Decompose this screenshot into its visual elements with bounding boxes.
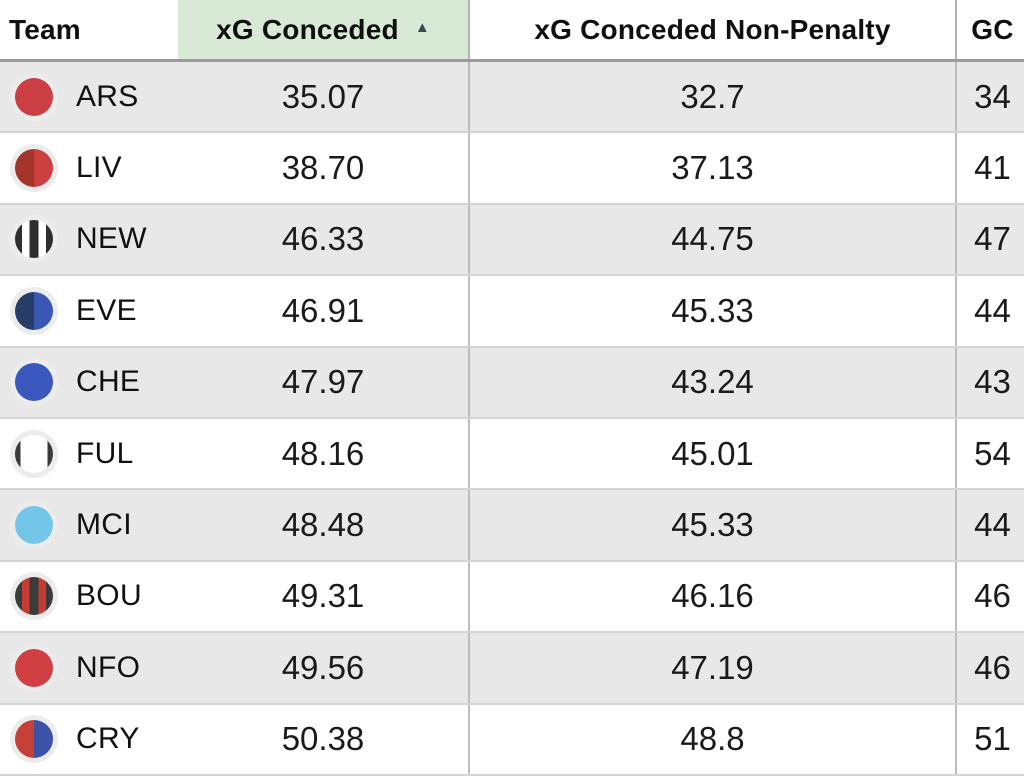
xg-conceded-value: 35.07	[281, 77, 365, 115]
gc-value: 41	[955, 133, 1024, 203]
sort-ascending-icon[interactable]: ▲	[414, 19, 430, 36]
team-cell: FUL	[0, 419, 178, 488]
table-row[interactable]: LIV 38.70 37.13 41	[0, 133, 1024, 205]
arsenal-badge-icon	[15, 77, 53, 116]
everton-badge-icon	[15, 291, 53, 330]
table-header-row: Team xG Conceded ▲ xG Conceded Non-Penal…	[0, 0, 1024, 62]
team-abbreviation: NEW	[76, 222, 147, 256]
table-row[interactable]: MCI 48.48 45.33 44	[0, 490, 1024, 562]
column-header-xg-conceded-non-penalty[interactable]: xG Conceded Non-Penalty	[468, 0, 955, 59]
team-cell: EVE	[0, 276, 178, 345]
xg-conceded-non-penalty-value: 48.8	[468, 704, 955, 774]
team-cell: BOU	[0, 562, 178, 631]
man-city-badge-icon	[15, 506, 53, 545]
table-row[interactable]: NEW 46.33 44.75 47	[0, 204, 1024, 277]
team-abbreviation: CHE	[76, 365, 141, 399]
gc-value: 46	[955, 633, 1024, 703]
gc-value: 47	[955, 204, 1024, 275]
column-header-xg-conceded-non-penalty-label: xG Conceded Non-Penalty	[534, 13, 891, 45]
xg-conceded-value: 50.38	[281, 720, 365, 758]
table-row[interactable]: EVE 46.91 45.33 44	[0, 276, 1024, 348]
bournemouth-badge-icon	[15, 577, 53, 616]
badge-plate	[10, 429, 58, 478]
xg-conceded-non-penalty-value: 45.33	[468, 490, 955, 560]
team-abbreviation: ARS	[76, 79, 139, 113]
xg-conceded-non-penalty-value: 47.19	[468, 633, 955, 703]
gc-value: 46	[955, 561, 1024, 632]
column-header-xg-conceded-label: xG Conceded	[216, 13, 399, 45]
gc-value: 34	[955, 62, 1024, 132]
xg-conceded-non-penalty-value: 37.13	[468, 133, 955, 203]
xg-conceded-non-penalty-value: 45.01	[468, 418, 955, 489]
badge-plate	[10, 215, 58, 264]
badge-plate	[10, 715, 58, 764]
column-header-team-label: Team	[9, 13, 81, 45]
gc-value: 44	[955, 276, 1024, 346]
badge-plate	[10, 286, 58, 335]
xg-conceded-value: 48.16	[281, 434, 365, 472]
table-row[interactable]: ARS 35.07 32.7 34	[0, 62, 1024, 134]
xg-conceded-non-penalty-value: 32.7	[468, 62, 955, 132]
xg-conceded-value: 47.97	[281, 363, 365, 401]
badge-plate	[10, 643, 58, 692]
team-cell: CRY	[0, 705, 178, 774]
xg-conceded-non-penalty-value: 44.75	[468, 204, 955, 275]
table-row[interactable]: CHE 47.97 43.24 43	[0, 347, 1024, 419]
column-header-gc-label: GC	[971, 13, 1014, 45]
team-abbreviation: LIV	[76, 151, 122, 185]
badge-plate	[10, 144, 58, 193]
badge-plate	[10, 358, 58, 407]
team-cell: NFO	[0, 633, 178, 702]
gc-value: 54	[955, 418, 1024, 489]
team-abbreviation: NFO	[76, 650, 141, 684]
badge-plate	[10, 572, 58, 621]
chelsea-badge-icon	[15, 363, 53, 402]
column-header-gc[interactable]: GC	[955, 0, 1024, 59]
table-body: ARS 35.07 32.7 34 LIV 38.70 37.13 41 NEW…	[0, 62, 1024, 776]
team-cell: CHE	[0, 348, 178, 417]
team-abbreviation: EVE	[76, 293, 137, 327]
table-row[interactable]: CRY 50.38 48.8 51	[0, 704, 1024, 776]
newcastle-badge-icon	[15, 220, 53, 259]
xg-conceded-value: 48.48	[281, 506, 365, 544]
gc-value: 44	[955, 490, 1024, 560]
team-cell: NEW	[0, 205, 178, 274]
badge-plate	[10, 72, 58, 121]
team-abbreviation: BOU	[76, 579, 142, 613]
team-cell: MCI	[0, 490, 178, 559]
gc-value: 43	[955, 347, 1024, 417]
xg-conceded-non-penalty-value: 46.16	[468, 561, 955, 632]
nottm-forest-badge-icon	[15, 648, 53, 687]
xg-conceded-non-penalty-value: 43.24	[468, 347, 955, 417]
table-row[interactable]: BOU 49.31 46.16 46	[0, 561, 1024, 634]
xg-conceded-non-penalty-value: 45.33	[468, 276, 955, 346]
team-abbreviation: FUL	[76, 436, 134, 470]
table-row[interactable]: NFO 49.56 47.19 46	[0, 633, 1024, 705]
team-abbreviation: CRY	[76, 722, 140, 756]
badge-plate	[10, 501, 58, 550]
liverpool-badge-icon	[15, 149, 53, 188]
gc-value: 51	[955, 704, 1024, 774]
team-cell: LIV	[0, 133, 178, 202]
team-abbreviation: MCI	[76, 508, 132, 542]
crystal-palace-badge-icon	[15, 720, 53, 759]
xg-conceded-value: 38.70	[281, 149, 365, 187]
column-header-team[interactable]: Team	[0, 0, 178, 59]
xg-conceded-value: 46.91	[281, 291, 365, 329]
column-header-xg-conceded[interactable]: xG Conceded ▲	[178, 0, 468, 59]
xg-conceded-value: 46.33	[281, 220, 365, 258]
fulham-badge-icon	[15, 434, 53, 473]
xg-conceded-value: 49.56	[281, 648, 365, 686]
team-cell: ARS	[0, 62, 178, 131]
table-row[interactable]: FUL 48.16 45.01 54	[0, 418, 1024, 491]
xg-conceded-value: 49.31	[281, 577, 365, 615]
